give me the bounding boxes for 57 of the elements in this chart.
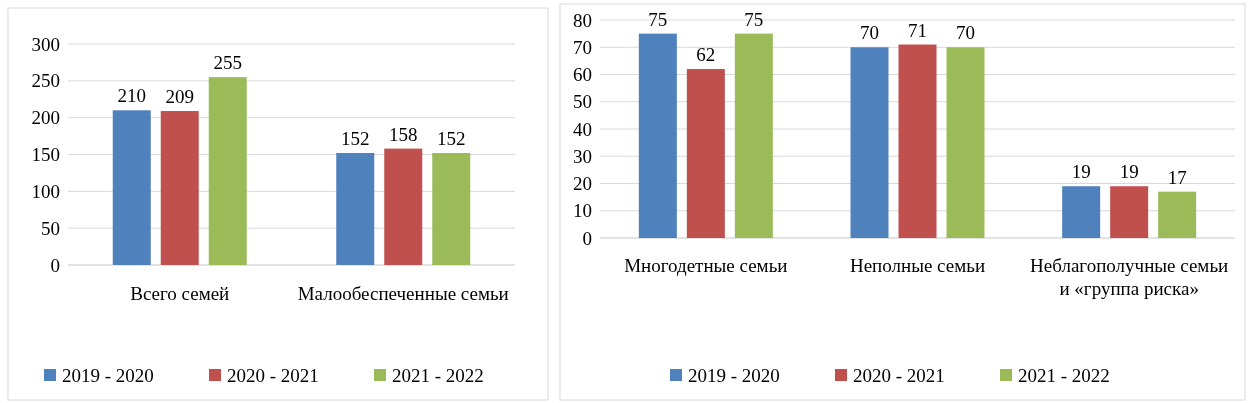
y-tick-label: 150	[31, 144, 60, 166]
data-label: 75	[648, 8, 668, 30]
y-tick-label: 30	[573, 145, 592, 167]
bar	[384, 148, 423, 265]
bar	[1062, 186, 1101, 238]
bar	[208, 77, 247, 265]
y-tick-label: 200	[31, 107, 60, 129]
data-label: 152	[341, 128, 370, 150]
data-label: 70	[956, 22, 975, 44]
x-tick-label: Многодетные семьи	[624, 255, 788, 276]
bar	[160, 111, 199, 265]
data-label: 62	[696, 44, 716, 66]
data-label: 19	[1119, 161, 1139, 183]
y-tick-label: 50	[41, 217, 60, 239]
y-tick-label: 80	[573, 9, 592, 31]
y-tick-label: 300	[31, 33, 60, 55]
y-tick-label: 100	[31, 180, 60, 202]
bar	[112, 110, 151, 265]
y-tick-label: 250	[31, 70, 60, 92]
x-tick-label: Малообеспеченные семьи	[297, 283, 509, 304]
legend-label: 2019 - 2020	[62, 364, 154, 386]
y-tick-label: 10	[573, 200, 592, 222]
bar	[686, 69, 725, 238]
x-tick-label: Всего семей	[130, 283, 230, 304]
y-tick-label: 50	[573, 91, 592, 113]
data-label: 255	[213, 52, 242, 74]
bar	[638, 33, 677, 238]
data-label: 209	[165, 86, 194, 108]
y-tick-label: 20	[573, 173, 592, 195]
bar	[1158, 191, 1197, 238]
y-tick-label: 0	[50, 254, 60, 276]
data-label: 70	[860, 22, 879, 44]
bar	[336, 153, 375, 265]
bar	[734, 33, 773, 238]
data-label: 19	[1071, 161, 1091, 183]
bar	[946, 47, 985, 238]
bar	[432, 153, 471, 265]
bar	[850, 47, 889, 238]
y-tick-label: 60	[573, 64, 592, 86]
data-label: 158	[389, 123, 418, 145]
legend-label: 2021 - 2022	[392, 364, 484, 386]
y-tick-label: 40	[573, 118, 592, 140]
y-tick-label: 0	[582, 227, 592, 249]
y-tick-label: 70	[573, 36, 592, 58]
data-label: 71	[908, 19, 927, 41]
legend-label: 2019 - 2020	[688, 364, 780, 386]
legend-label: 2020 - 2021	[227, 364, 319, 386]
x-tick-label: Неполные семьи	[849, 255, 986, 276]
legend-label: 2020 - 2021	[853, 364, 945, 386]
data-label: 17	[1167, 166, 1187, 188]
data-label: 75	[744, 8, 764, 30]
x-tick-label: Неблагополучные семьи и «группа риска»	[1030, 255, 1229, 299]
bar	[898, 44, 937, 238]
data-label: 152	[437, 128, 466, 150]
bar	[1110, 186, 1149, 238]
legend-label: 2021 - 2022	[1018, 364, 1110, 386]
data-label: 210	[117, 85, 146, 107]
